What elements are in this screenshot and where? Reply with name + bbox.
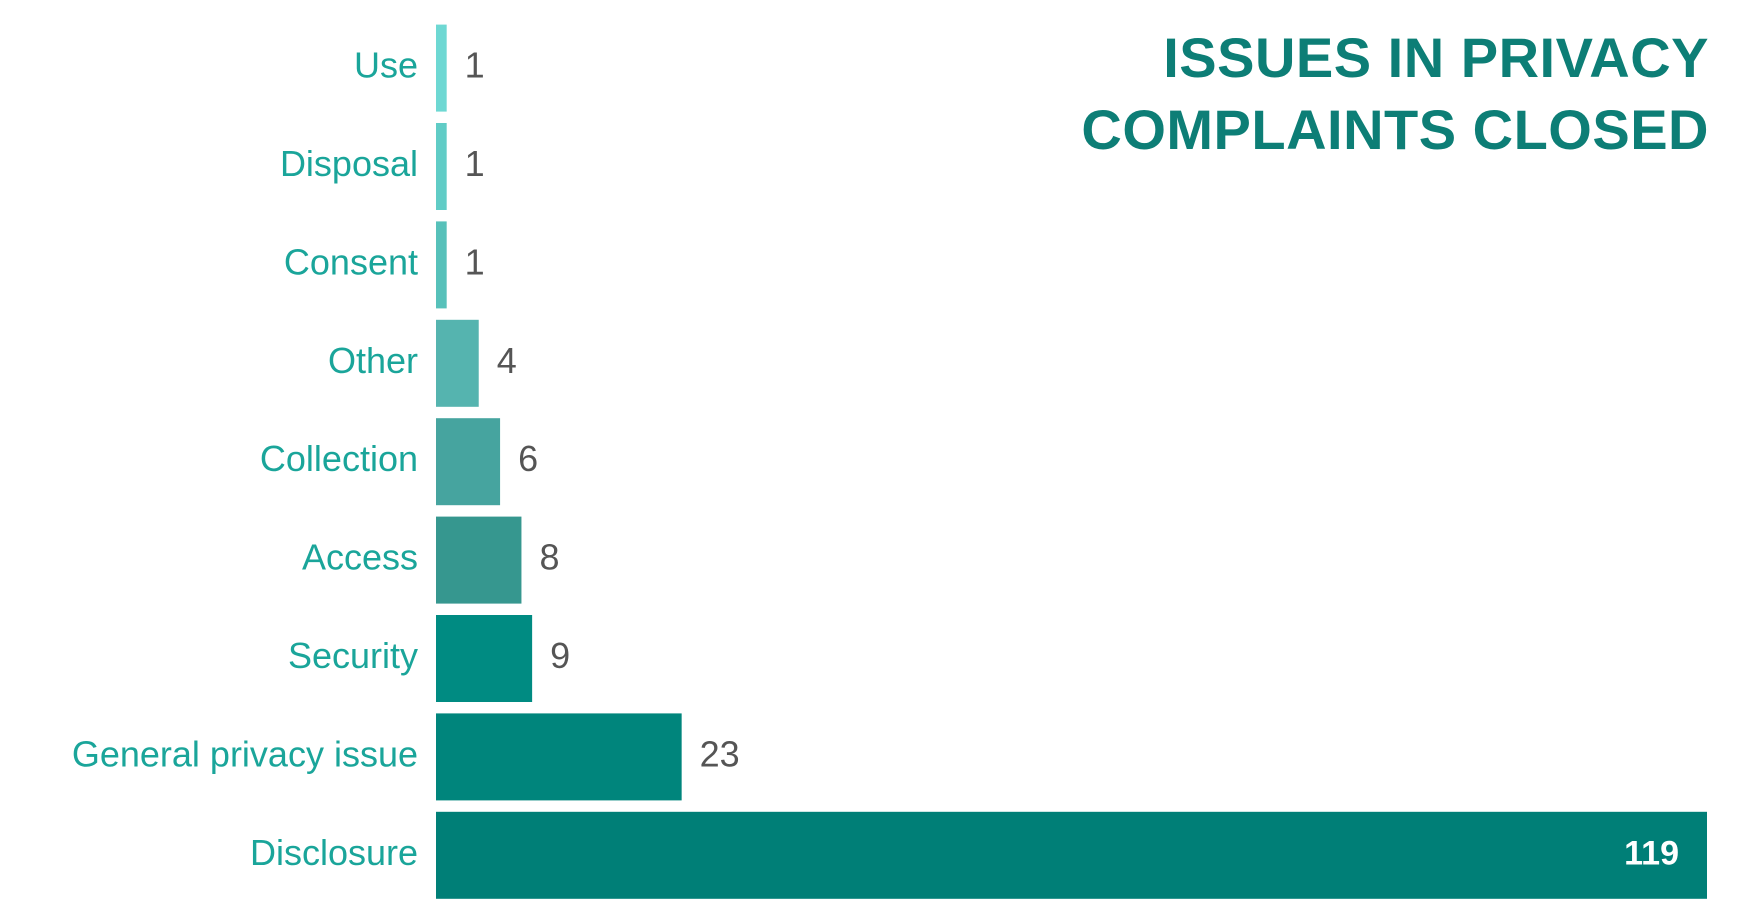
data-label: 4 (497, 340, 517, 381)
data-label: 119 (1624, 834, 1679, 872)
data-label: 23 (700, 733, 740, 774)
y-tick-label: Consent (284, 241, 418, 282)
y-tick-label: Disposal (280, 143, 418, 184)
y-tick-label: Disclosure (250, 832, 418, 873)
data-label: 6 (518, 438, 538, 479)
data-label: 9 (550, 635, 570, 676)
y-tick-label: General privacy issue (72, 733, 418, 774)
data-label: 1 (465, 45, 485, 86)
y-tick-label: Use (354, 45, 418, 86)
y-tick-label: Security (288, 635, 418, 676)
bar (436, 516, 522, 604)
bar (436, 418, 501, 506)
y-tick-label: Access (302, 537, 418, 578)
y-tick-label: Collection (260, 438, 418, 479)
bar (436, 319, 479, 407)
bar (436, 123, 447, 210)
bar (436, 713, 682, 801)
y-tick-label: Other (328, 340, 418, 381)
data-label: 1 (465, 241, 485, 282)
bar (436, 24, 447, 112)
data-label: 1 (465, 143, 485, 184)
bar (436, 615, 533, 702)
chart-title: ISSUES IN PRIVACY COMPLAINTS CLOSED (1081, 26, 1709, 161)
bar (436, 221, 447, 309)
bar (436, 811, 1707, 899)
data-label: 8 (539, 537, 559, 578)
